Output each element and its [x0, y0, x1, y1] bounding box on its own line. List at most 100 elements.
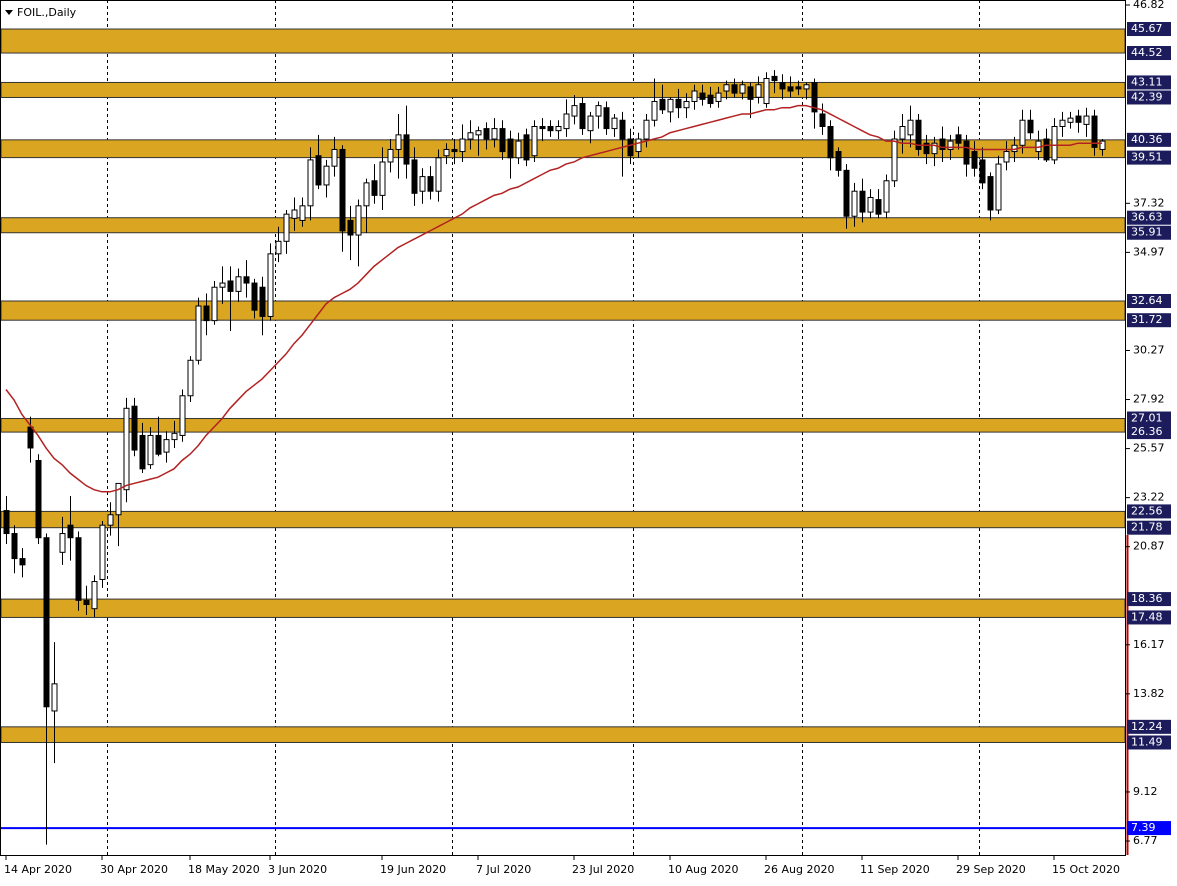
candle-body [539, 125, 546, 130]
price-label-box [1127, 411, 1171, 426]
candle-body [675, 98, 682, 109]
x-tick-label: 18 May 2020 [188, 863, 260, 876]
price-label-text: 45.67 [1131, 22, 1163, 35]
y-tick-label: 30.27 [1133, 343, 1165, 356]
candle-body [651, 100, 658, 121]
candle-body [371, 180, 378, 196]
candle-body [443, 148, 450, 157]
candle-body [963, 140, 970, 165]
price-label: 40.36 [1127, 132, 1171, 147]
zone [0, 300, 1126, 321]
plot-border [0, 0, 1126, 856]
candle-body [619, 119, 626, 140]
candle-body [491, 128, 498, 140]
price-label-text: 43.11 [1131, 75, 1163, 88]
y-tick-label: 23.22 [1133, 491, 1165, 504]
price-label-box [1127, 735, 1171, 750]
candle-body [555, 125, 562, 132]
price-label: 12.24 [1127, 719, 1171, 734]
candle-body [411, 159, 418, 194]
zone [0, 81, 1126, 98]
price-label-box [1127, 504, 1171, 519]
candle-body [451, 148, 458, 153]
price-label: 21.78 [1127, 520, 1171, 535]
candle-body [603, 107, 610, 130]
candle-body [235, 276, 242, 292]
y-tick-label: 34.97 [1133, 245, 1165, 258]
x-tick-label: 30 Apr 2020 [100, 863, 168, 876]
candle-body [763, 77, 770, 105]
x-tick-label: 10 Aug 2020 [668, 863, 738, 876]
candle-body [1099, 140, 1106, 150]
price-label-text: 36.63 [1131, 211, 1163, 224]
x-tick-label: 15 Oct 2020 [1052, 863, 1120, 876]
candle-body [731, 84, 738, 94]
candle-body [979, 159, 986, 184]
candle-body [835, 151, 842, 171]
candle-body [931, 142, 938, 155]
candle-body [155, 434, 162, 455]
candle-body [507, 138, 514, 159]
candle-body [11, 533, 18, 560]
candle-body [827, 125, 834, 159]
candle-body [859, 190, 866, 213]
price-label-text: 12.24 [1131, 720, 1163, 733]
candle-body [915, 119, 922, 150]
candle-body [595, 105, 602, 117]
price-label: 7.39 [1127, 821, 1171, 836]
price-label: 42.39 [1127, 90, 1171, 105]
price-label-text: 40.36 [1131, 133, 1163, 146]
price-label: 18.36 [1127, 592, 1171, 607]
price-label-box [1127, 592, 1171, 607]
candle-body [851, 190, 858, 217]
price-label-text: 35.91 [1131, 226, 1163, 239]
candle-body [107, 514, 114, 526]
candle-body [627, 138, 634, 157]
zone [0, 598, 1126, 618]
candle-body [75, 537, 82, 601]
candle-body [635, 138, 642, 153]
zone [0, 418, 1126, 433]
candle-body [387, 148, 394, 163]
price-label-text: 11.49 [1131, 735, 1163, 748]
y-tick-label: 9.12 [1133, 785, 1158, 798]
candle-body [987, 176, 994, 211]
price-label-box [1127, 821, 1171, 836]
candle-body [115, 482, 122, 516]
candle-body [811, 82, 818, 113]
candle-body [307, 159, 314, 207]
candle-body [923, 142, 930, 155]
candle-body [563, 113, 570, 130]
candle-body [995, 163, 1002, 211]
zone [0, 28, 1126, 54]
y-tick-label: 37.32 [1133, 196, 1165, 209]
candle-body [875, 199, 882, 215]
price-label-box [1127, 294, 1171, 309]
candle-body [323, 165, 330, 186]
price-label-box [1127, 719, 1171, 734]
candle-body [587, 115, 594, 132]
candle-body [715, 92, 722, 102]
candle-body [1059, 119, 1066, 127]
x-tick-label: 29 Sep 2020 [956, 863, 1026, 876]
candle-body [971, 151, 978, 169]
candle-body [3, 510, 10, 535]
price-label: 27.01 [1127, 411, 1171, 426]
candle-body [1027, 119, 1034, 134]
candle-body [51, 683, 58, 712]
price-label-text: 21.78 [1131, 521, 1163, 534]
candle-body [499, 128, 506, 153]
candle-body [699, 92, 706, 100]
x-tick-label: 11 Sep 2020 [860, 863, 930, 876]
price-label-box [1127, 46, 1171, 61]
price-label-text: 44.52 [1131, 46, 1163, 59]
price-label-text: 39.51 [1131, 151, 1163, 164]
candle-body [131, 405, 138, 451]
price-label-box [1127, 610, 1171, 625]
candle-body [795, 86, 802, 90]
candle-body [1043, 138, 1050, 161]
price-label: 36.63 [1127, 210, 1171, 225]
candle-body [515, 140, 522, 159]
candle-body [955, 134, 962, 144]
price-label: 26.36 [1127, 425, 1171, 440]
